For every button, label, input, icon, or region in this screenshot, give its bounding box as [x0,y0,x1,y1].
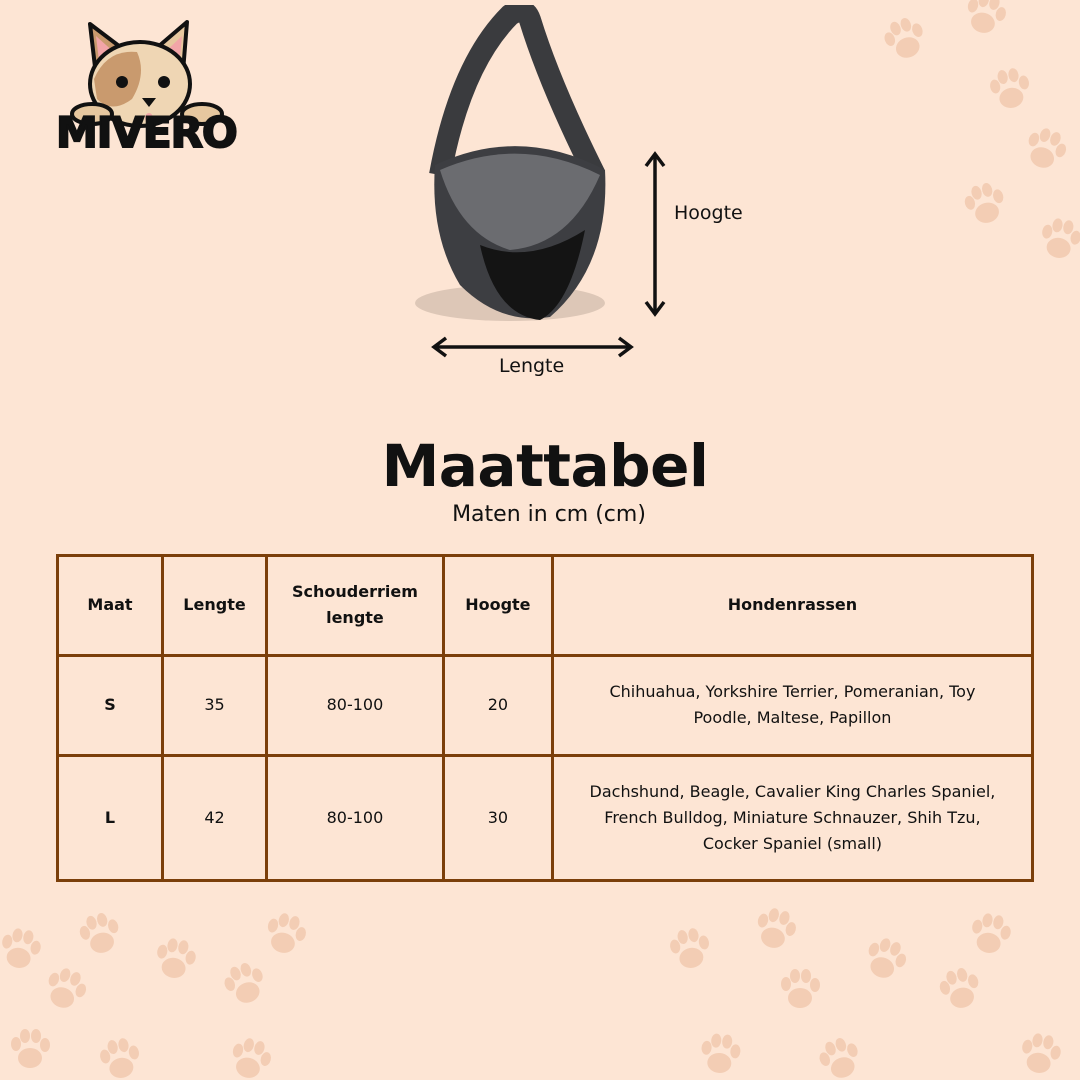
paw-print-icon [1042,218,1080,258]
brand-logo-text: MIVERO [55,107,239,158]
height-label: Hoogte [674,202,743,224]
paw-print-icon [939,968,979,1008]
header-hoogte: Hoogte [441,554,554,657]
cell-schouderriem: 80-100 [265,653,445,757]
paw-print-icon [48,968,87,1008]
page-title: Maattabel [381,432,709,500]
paw-print-icon [2,928,41,968]
paw-print-icon [232,1038,271,1078]
paw-print-icon [670,928,709,968]
cell-hondenrassen: Chihuahua, Yorkshire Terrier, Pomeranian… [550,653,1035,757]
header-schouderriem-lengte: Schouderriem lengte [265,554,445,657]
paw-print-icon [967,0,1006,33]
paw-print-icon [990,68,1029,108]
paw-print-icon [100,1038,139,1078]
size-table: Maat Lengte Schouderriem lengte Hoogte H… [56,554,1035,883]
table-row: S 35 80-100 20 Chihuahua, Yorkshire Terr… [56,653,1035,757]
length-arrow-icon [431,336,634,358]
cell-lengte: 35 [161,653,268,757]
paw-print-icon [964,183,1004,223]
height-arrow-icon [644,151,666,317]
cell-schouderriem: 80-100 [265,753,445,883]
cell-hoogte: 20 [441,653,554,757]
paw-print-icon [781,969,820,1008]
cell-maat: S [56,653,164,757]
paw-print-icon [157,938,196,978]
paw-print-icon [819,1037,858,1078]
cell-hondenrassen: Dachshund, Beagle, Cavalier King Charles… [550,753,1035,883]
paw-print-icon [1028,128,1067,168]
paw-print-icon [11,1029,50,1068]
paw-print-icon [79,913,119,953]
table-row: L 42 80-100 30 Dachshund, Beagle, Cavali… [56,753,1035,883]
paw-print-icon [701,1033,741,1073]
paw-print-icon [224,962,263,1003]
dog-logo-icon [70,20,224,128]
table-header-row: Maat Lengte Schouderriem lengte Hoogte H… [56,554,1035,657]
paw-print-icon [972,913,1011,953]
cell-maat: L [56,753,164,883]
paw-print-icon [267,913,306,953]
header-maat: Maat [56,554,164,657]
header-hondenrassen: Hondenrassen [550,554,1035,657]
page-subtitle: Maten in cm (cm) [452,502,646,527]
dog-sling-bag-image [415,5,606,321]
header-lengte: Lengte [161,554,268,657]
paw-print-icon [757,908,796,948]
paw-print-icon [1022,1033,1061,1073]
paw-print-icon [884,17,923,58]
cell-lengte: 42 [161,753,268,883]
length-label: Lengte [499,355,565,377]
cell-hoogte: 30 [441,753,554,883]
paw-print-icon [868,938,907,978]
